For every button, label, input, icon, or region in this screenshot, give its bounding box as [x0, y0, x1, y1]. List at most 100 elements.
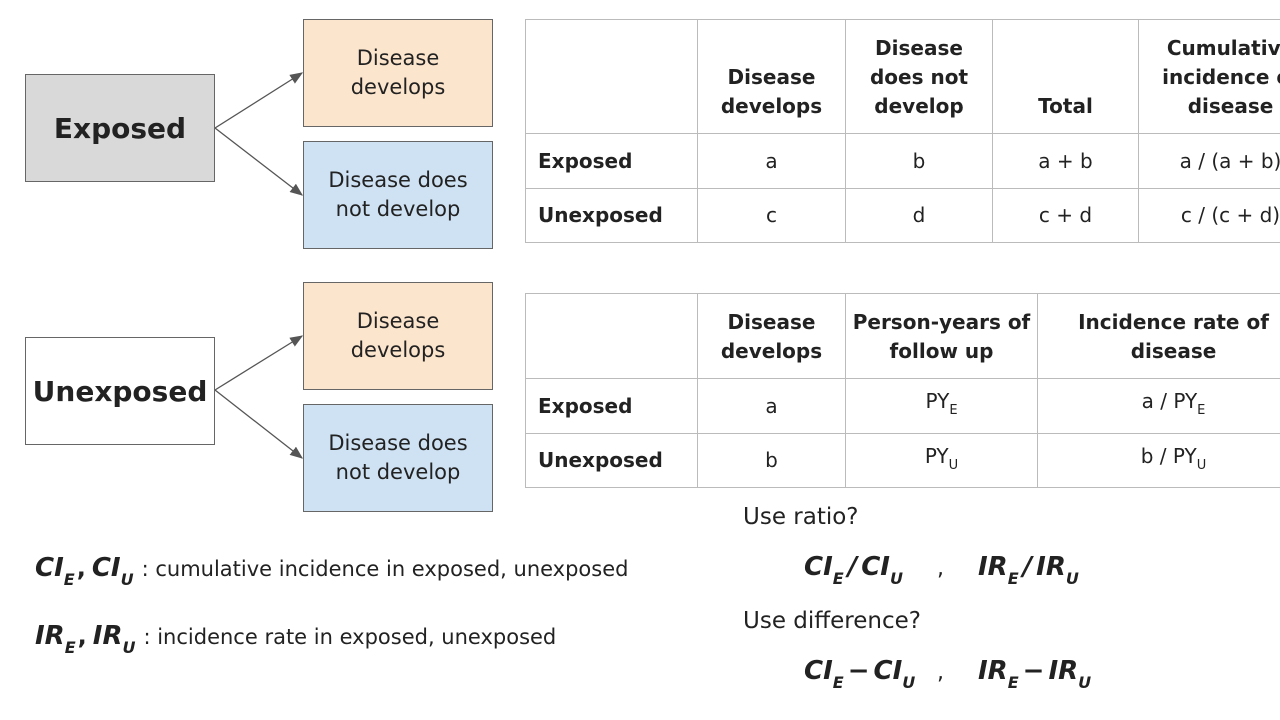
- text: b / PY: [1140, 443, 1197, 468]
- formula-part: CIE: [804, 552, 844, 588]
- cell: a: [697, 133, 846, 189]
- text: IR: [35, 621, 65, 651]
- row-label: Unexposed: [525, 188, 698, 243]
- text: a / PY: [1141, 389, 1198, 413]
- header-cell: Person-years of follow up: [845, 293, 1038, 379]
- cell: c + d: [992, 188, 1139, 243]
- row: Exposed a PYE a / PYE: [525, 378, 1280, 434]
- cell: b: [697, 433, 846, 488]
- row-label: Exposed: [525, 133, 698, 189]
- cell: d: [845, 188, 993, 243]
- table: Disease develops Person-years of follow u…: [525, 293, 1280, 488]
- branch-box: Disease develops: [303, 19, 493, 127]
- header-cell: Disease does not develop: [845, 19, 993, 134]
- text: CI: [91, 553, 121, 583]
- text: −: [1022, 656, 1045, 686]
- subscript: E: [1197, 403, 1206, 418]
- text: −: [847, 656, 870, 686]
- text: CI: [861, 552, 890, 582]
- cell: a / PYE: [1037, 378, 1280, 434]
- cell: a + b: [992, 133, 1139, 189]
- corner-cell: [525, 19, 698, 134]
- branch-box: Disease does not develop: [303, 404, 493, 512]
- definition: CIE, CIU: cumulative incidence in exposed…: [35, 553, 628, 589]
- subscript: U: [1065, 569, 1079, 588]
- formula-part: −: [1023, 656, 1045, 686]
- branch-box: Disease develops: [303, 282, 493, 390]
- formula-part: IRU: [1036, 552, 1079, 588]
- cell: c: [697, 188, 846, 243]
- term: IRU: [92, 621, 136, 657]
- header-cell: Total: [992, 19, 1139, 134]
- subscript: U: [948, 457, 959, 473]
- cell: b / PYU: [1037, 433, 1280, 488]
- text: CI: [873, 656, 903, 686]
- subscript: E: [63, 570, 75, 589]
- subscript: E: [832, 569, 844, 588]
- branch-box: Disease does not develop: [303, 141, 493, 249]
- subscript: E: [1007, 673, 1019, 692]
- term: IRE: [35, 621, 76, 657]
- text: IR: [978, 552, 1008, 582]
- text: PY: [925, 389, 950, 413]
- formula-part: −: [848, 656, 870, 686]
- cell: PYE: [845, 378, 1038, 434]
- header-cell: Cumulative incidence of disease: [1138, 19, 1280, 134]
- separator: ,: [76, 554, 86, 582]
- formula: IRE − IRU: [978, 656, 1091, 692]
- subscript: U: [122, 638, 136, 657]
- text: IR: [92, 621, 123, 651]
- row: Unexposed b PYU b / PYU: [525, 433, 1280, 488]
- separator: ,: [937, 556, 944, 581]
- text: PY: [924, 443, 949, 468]
- formula-part: /: [1023, 552, 1033, 582]
- arrow: [214, 72, 304, 129]
- definition: IRE, IRU: incidence rate in exposed, unex…: [35, 621, 556, 657]
- formula: IRE / IRU: [978, 552, 1079, 588]
- text: CI: [804, 552, 833, 582]
- header-cell: Disease develops: [697, 293, 846, 379]
- row-label: Unexposed: [525, 433, 698, 488]
- root-box: Exposed: [25, 74, 215, 182]
- subscript: E: [64, 638, 76, 657]
- subscript: U: [889, 569, 903, 588]
- definition-text: : incidence rate in exposed, unexposed: [143, 625, 557, 649]
- text: IR: [1048, 656, 1079, 686]
- term: CIU: [91, 553, 134, 589]
- formula-part: IRU: [1048, 656, 1091, 692]
- formula-part: IRE: [978, 656, 1019, 692]
- header-cell: Incidence rate of disease: [1037, 293, 1280, 379]
- root-box: Unexposed: [25, 337, 215, 445]
- text: IR: [1036, 552, 1066, 582]
- formula: CIE − CIU: [804, 656, 915, 692]
- header-row: Disease develops Person-years of follow u…: [525, 293, 1280, 379]
- formula-part: /: [848, 552, 858, 582]
- text: IR: [978, 656, 1008, 686]
- arrow: [214, 127, 304, 196]
- row-label: Exposed: [525, 378, 698, 434]
- cell: a: [697, 378, 846, 434]
- separator: ,: [937, 660, 944, 685]
- cell: c / (c + d): [1138, 188, 1280, 243]
- question: Use difference?: [743, 608, 921, 634]
- arrow: [214, 335, 304, 391]
- subscript: U: [902, 673, 916, 692]
- text: CI: [35, 553, 64, 583]
- subscript: U: [1078, 673, 1092, 692]
- header-cell: Disease develops: [697, 19, 846, 134]
- formula-part: CIU: [861, 552, 903, 588]
- subscript: U: [1196, 457, 1207, 473]
- text: /: [847, 552, 858, 582]
- header-row: Disease develops Disease does not develop…: [525, 19, 1280, 134]
- subscript: E: [1007, 569, 1019, 588]
- cell: PYU: [845, 433, 1038, 488]
- corner-cell: [525, 293, 698, 379]
- text: CI: [804, 656, 833, 686]
- formula: CIE / CIU: [804, 552, 903, 588]
- question: Use ratio?: [743, 504, 859, 530]
- subscript: E: [949, 403, 958, 418]
